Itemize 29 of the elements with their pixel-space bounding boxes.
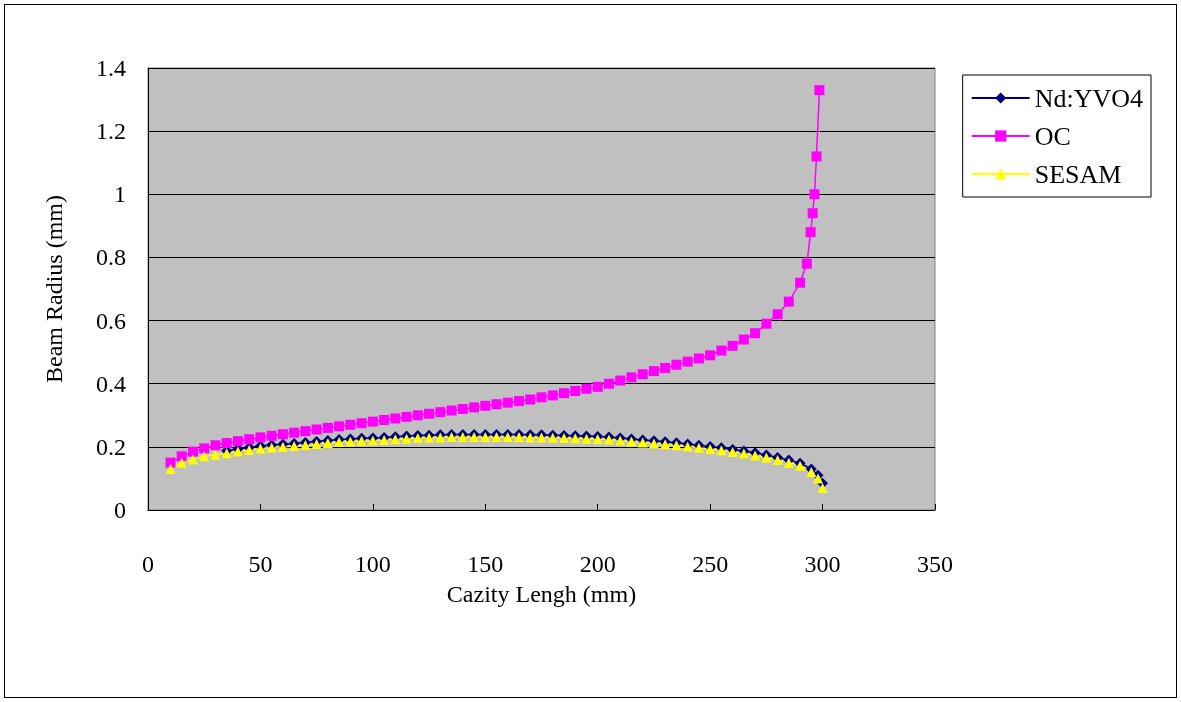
x-tick-label: 50 [248,551,273,577]
y-tick-label: 1.2 [96,118,126,145]
legend-label: Nd:YVO4 [1034,83,1144,113]
legend-label: OC [1034,121,1071,151]
legend-label: SESAM [1034,159,1122,189]
y-tick-label: 0.8 [96,244,126,271]
x-tick-label: 300 [804,551,841,577]
point [813,473,824,484]
x-axis-title: Cazity Lengh (mm) [446,581,637,607]
y-tick-label: 0 [114,497,126,523]
x-tick-label: 150 [467,551,504,577]
y-tick-label: 0.4 [96,370,126,397]
y-axis-title: Beam Radius (mm) [41,195,67,383]
x-tick-label: 350 [917,551,953,577]
x-tick-label: 100 [354,551,391,577]
point [210,449,221,460]
x-tick-label: 250 [692,551,729,577]
point [817,482,828,493]
x-tick-label: 200 [579,551,616,577]
point [165,463,176,474]
point [187,454,198,465]
y-tick-label: 1.4 [96,55,126,81]
point [199,451,210,462]
point [176,457,187,468]
y-tick-label: 1 [114,181,126,208]
y-tick-label: 0.2 [96,433,126,460]
x-tick-label: 0 [142,551,154,577]
point [806,467,817,478]
y-tick-label: 0.6 [96,307,126,334]
